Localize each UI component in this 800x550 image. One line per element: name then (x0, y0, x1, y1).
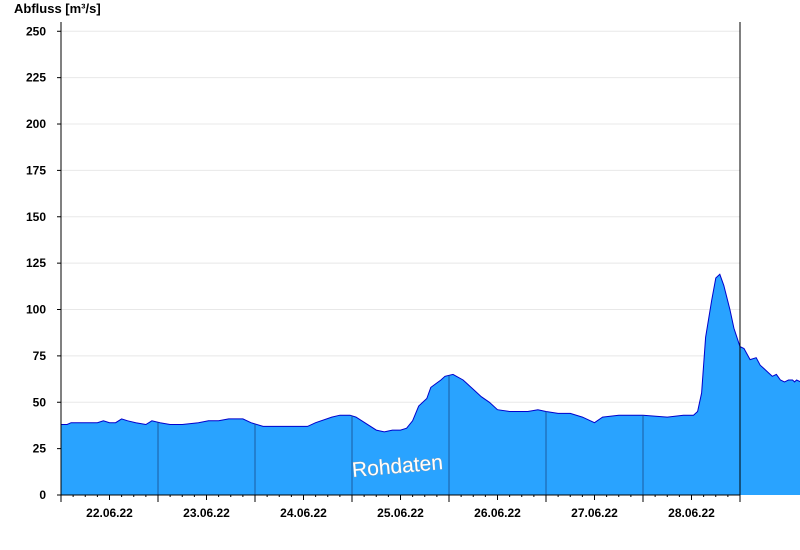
y-tick-label: 125 (26, 256, 46, 270)
x-axis-ticks: 22.06.22 23.06.22 24.06.22 25.06.22 26.06.22… (60, 495, 741, 520)
y-tick-label: 0 (39, 488, 46, 502)
y-tick-label: 250 (26, 24, 46, 38)
x-tick-label: 24.06.22 (280, 506, 327, 520)
y-axis-label: Abfluss [m³/s] (14, 1, 101, 16)
day-separators (157, 375, 644, 495)
y-tick-label: 75 (33, 349, 47, 363)
y-tick-label: 200 (26, 117, 46, 131)
y-tick-label: 50 (33, 395, 47, 409)
x-tick-label: 23.06.22 (183, 506, 230, 520)
y-tick-label: 150 (26, 210, 46, 224)
x-tick-label: 27.06.22 (571, 506, 618, 520)
discharge-line (61, 273, 800, 433)
x-tick-label: 28.06.22 (668, 506, 715, 520)
x-tick-label: 22.06.22 (86, 506, 133, 520)
y-tick-label: 25 (33, 442, 47, 456)
x-tick-label: 25.06.22 (377, 506, 424, 520)
series-layer (61, 273, 800, 495)
discharge-area (61, 274, 800, 495)
x-tick-label: 26.06.22 (474, 506, 521, 520)
grid-lines (61, 30, 740, 450)
y-tick-label: 225 (26, 71, 46, 85)
y-tick-label: 175 (26, 163, 46, 177)
y-tick-label: 100 (26, 303, 46, 317)
y-axis-ticks: 0 25 50 75 100 125 150 175 200 225 250 (26, 24, 61, 502)
